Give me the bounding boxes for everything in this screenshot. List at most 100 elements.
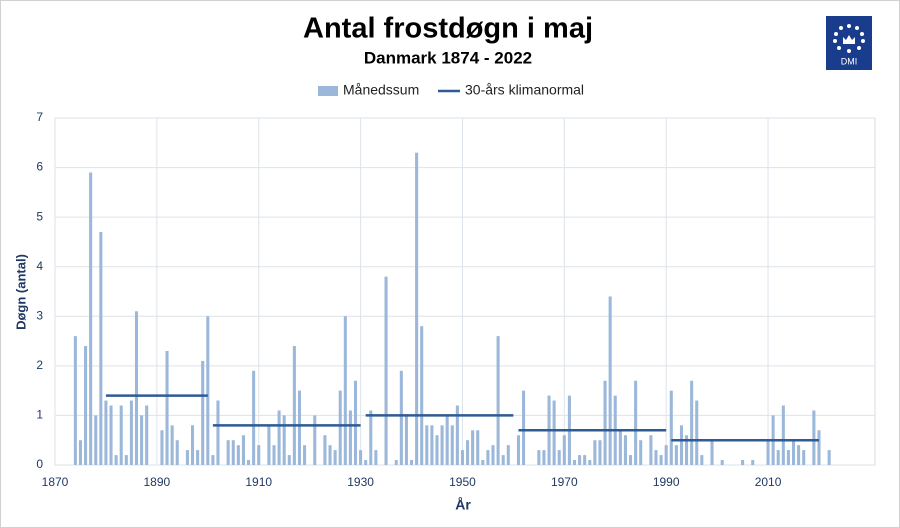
bar: [359, 450, 363, 465]
bar: [364, 460, 368, 465]
x-tick-label: 2010: [755, 475, 782, 489]
bar: [542, 450, 546, 465]
bar: [78, 440, 82, 465]
bar: [94, 415, 98, 465]
bar: [374, 450, 378, 465]
x-tick-label: 1910: [245, 475, 272, 489]
bar: [578, 455, 582, 465]
chart-title: Antal frostdøgn i maj: [303, 13, 593, 45]
bar: [491, 445, 495, 465]
y-tick-label: 0: [36, 457, 43, 471]
bar: [333, 450, 337, 465]
bar: [109, 405, 113, 465]
legend-label: Månedssum: [343, 82, 419, 98]
x-tick-label: 1870: [42, 475, 69, 489]
bar: [420, 326, 424, 465]
bar: [618, 430, 622, 465]
bar: [287, 455, 291, 465]
bar: [435, 435, 439, 465]
y-tick-label: 3: [36, 308, 43, 322]
bar: [802, 450, 806, 465]
bar: [817, 430, 821, 465]
bar: [145, 405, 149, 465]
bar: [369, 410, 373, 465]
bar: [695, 400, 699, 465]
bar: [501, 455, 505, 465]
bar: [185, 450, 189, 465]
x-tick-label: 1890: [144, 475, 171, 489]
bar: [134, 311, 139, 465]
bar: [247, 460, 251, 465]
bar: [216, 400, 220, 465]
bar: [282, 415, 286, 465]
bar: [634, 380, 638, 465]
x-tick-label: 1950: [449, 475, 476, 489]
bar: [766, 440, 770, 465]
bar: [466, 440, 470, 465]
bar: [450, 425, 454, 465]
bar: [710, 440, 714, 465]
bar: [73, 336, 77, 465]
bar: [685, 435, 689, 465]
bar: [791, 440, 796, 465]
bar: [516, 435, 521, 465]
bar: [206, 316, 210, 465]
bar: [588, 460, 592, 465]
bar: [669, 390, 673, 465]
bar: [175, 440, 179, 465]
x-axis-label: År: [455, 497, 471, 513]
bar: [241, 435, 245, 465]
logo: DMI: [826, 16, 872, 70]
bar: [89, 172, 93, 465]
y-tick-label: 1: [36, 408, 43, 422]
bar: [292, 346, 296, 465]
x-tick-label: 1990: [653, 475, 680, 489]
bar: [552, 400, 556, 465]
bar: [226, 440, 230, 465]
y-tick-label: 7: [36, 110, 43, 124]
bar: [201, 360, 205, 465]
bar: [303, 445, 307, 465]
logo-dots: [833, 24, 865, 53]
bar: [679, 425, 683, 465]
bar: [140, 415, 144, 465]
bar: [404, 415, 408, 465]
bar: [486, 450, 490, 465]
bar: [277, 410, 281, 465]
y-tick-label: 6: [36, 160, 43, 174]
bar: [471, 430, 475, 465]
bar: [99, 232, 103, 465]
bar: [690, 380, 694, 465]
y-tick-label: 5: [36, 209, 43, 223]
bar: [353, 380, 358, 465]
bar: [629, 455, 633, 465]
bar: [124, 455, 128, 465]
bar: [190, 425, 195, 465]
bar: [649, 435, 653, 465]
bar: [252, 370, 256, 465]
bar: [639, 440, 643, 465]
y-tick-label: 4: [36, 259, 43, 273]
bar: [720, 460, 724, 465]
bar: [425, 425, 429, 465]
bar: [272, 445, 276, 465]
bar: [430, 425, 434, 465]
bar: [812, 410, 816, 465]
bar: [231, 440, 235, 465]
bar: [797, 445, 801, 465]
bar: [343, 316, 347, 465]
bar: [827, 450, 831, 465]
bar: [170, 425, 174, 465]
bar: [160, 430, 164, 465]
bar: [84, 346, 88, 465]
bar: [700, 455, 704, 465]
bar: [583, 455, 587, 465]
bar: [323, 435, 327, 465]
bar: [445, 415, 449, 465]
bar: [608, 296, 612, 465]
bar: [409, 460, 414, 465]
bar: [114, 455, 118, 465]
bar: [786, 450, 790, 465]
bar: [297, 390, 301, 465]
